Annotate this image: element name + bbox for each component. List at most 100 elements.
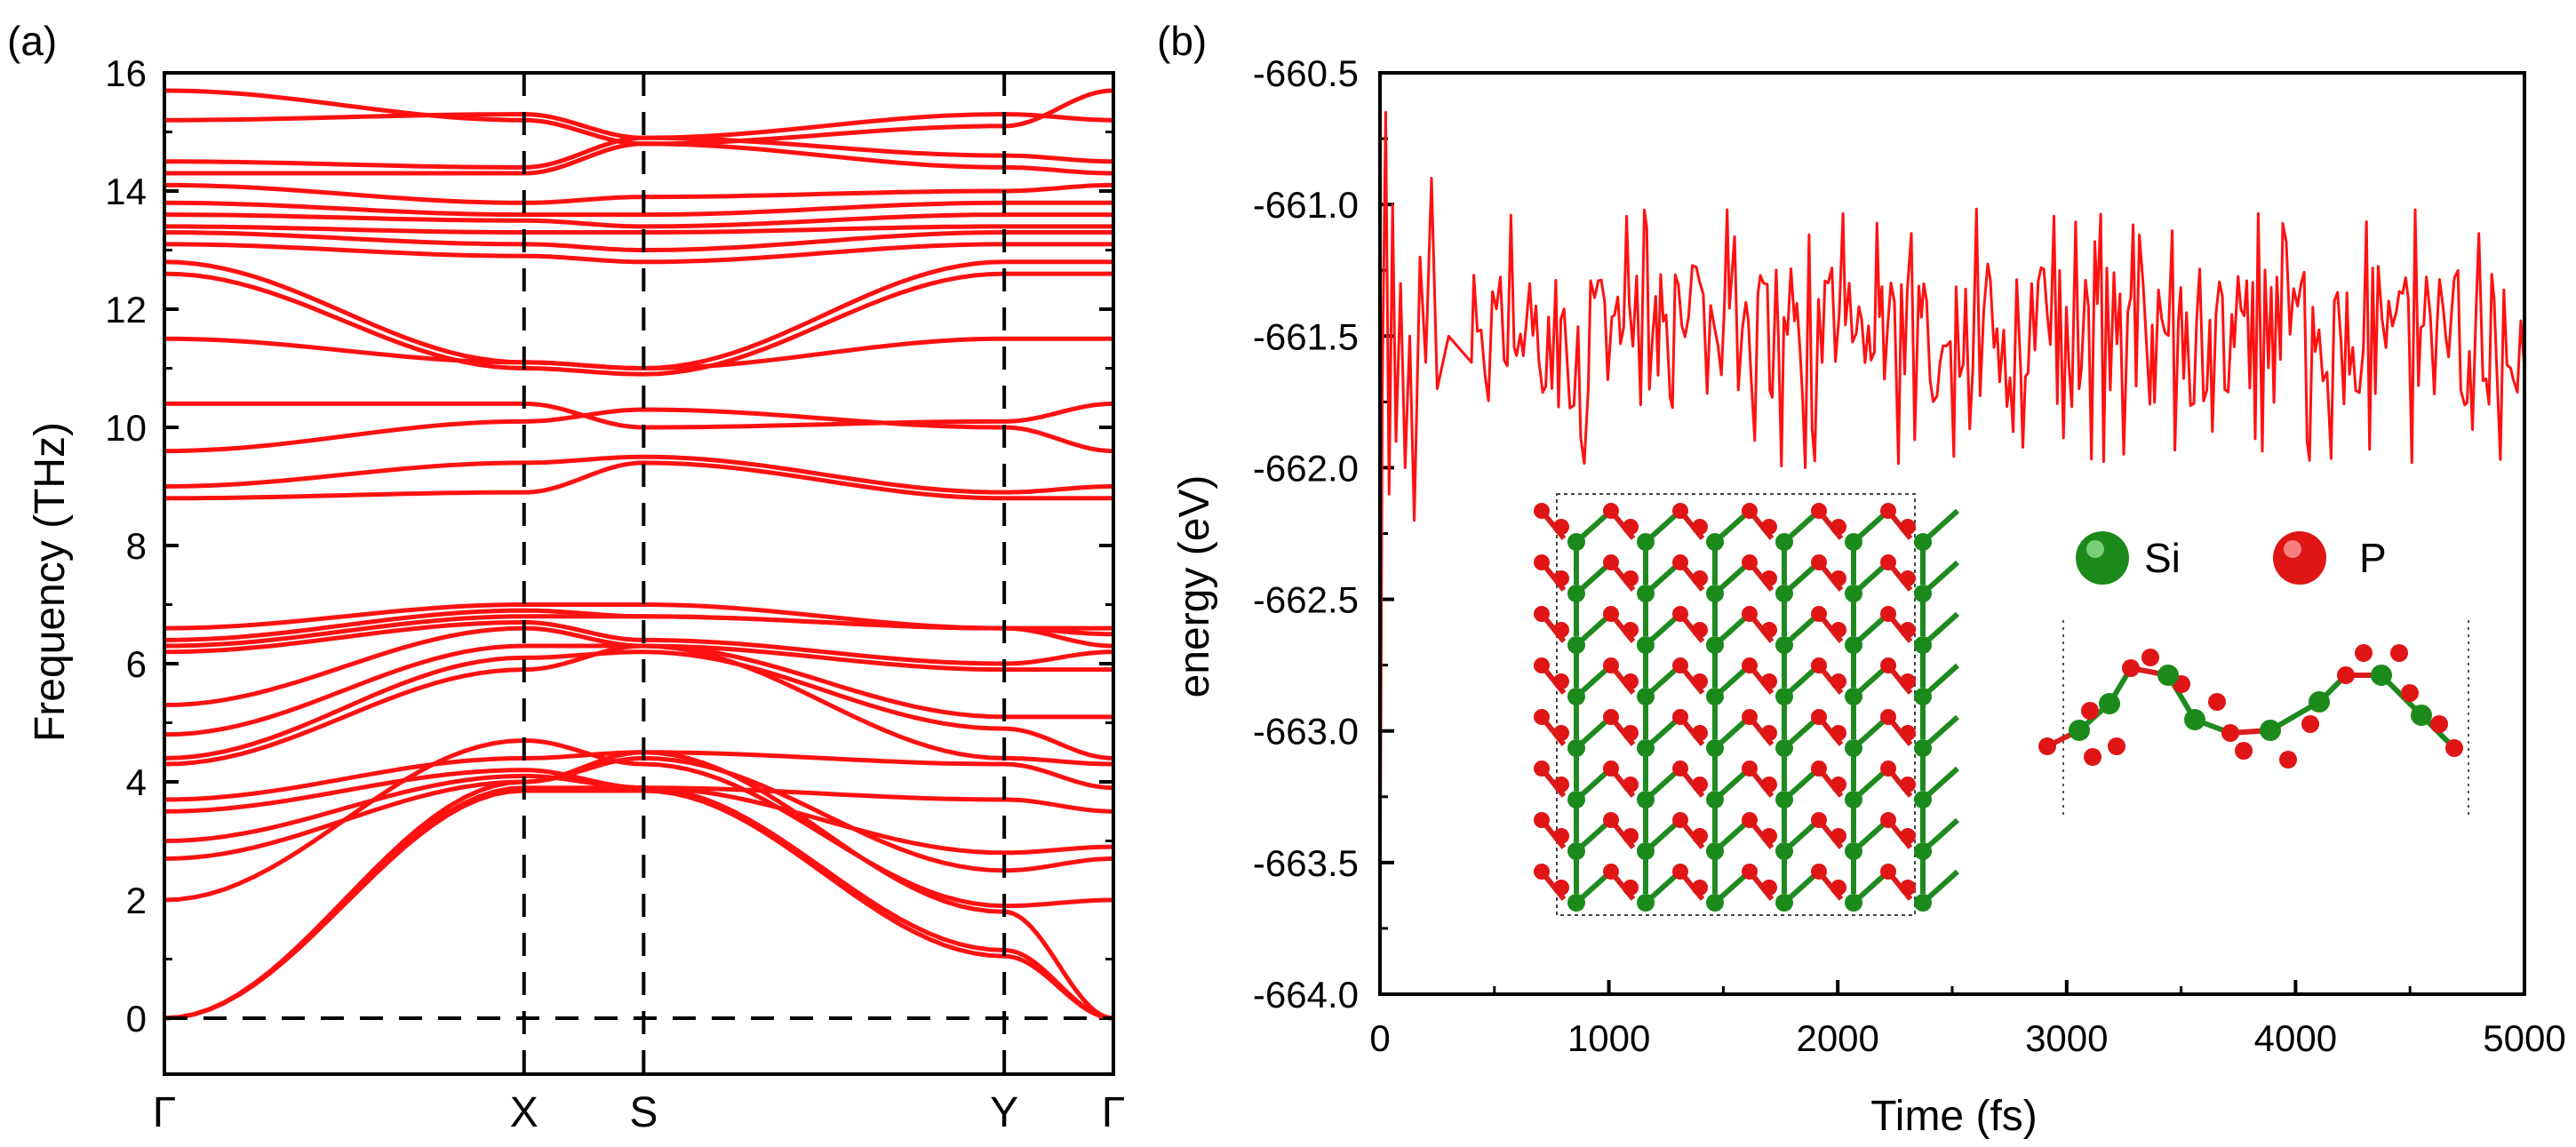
p-atom bbox=[1830, 673, 1846, 689]
p-atom bbox=[1880, 761, 1896, 777]
si-atom bbox=[1567, 688, 1585, 705]
p-atom bbox=[1534, 709, 1550, 725]
panel-b-xtick-label: 4000 bbox=[2254, 1017, 2337, 1059]
panel-b-ytick-label: -663.0 bbox=[1253, 711, 1359, 753]
p-atom bbox=[1830, 725, 1846, 741]
p-atom bbox=[1900, 622, 1916, 638]
panel-a-frame bbox=[163, 71, 1115, 1076]
p-atom bbox=[1880, 606, 1896, 622]
p-atom bbox=[1761, 622, 1777, 638]
si-atom bbox=[1706, 894, 1724, 912]
p-atom bbox=[1534, 761, 1550, 777]
si-atom bbox=[1775, 791, 1793, 808]
kpoint-label: Γ bbox=[1102, 1089, 1125, 1136]
panel-b-xtick-labels: 0 1000 2000 3000 4000 5000 bbox=[1369, 1017, 2565, 1059]
p-atom bbox=[1603, 864, 1619, 880]
p-atom bbox=[1623, 519, 1639, 535]
p-atom bbox=[1811, 709, 1827, 725]
panel-b-ytick-label: -663.5 bbox=[1253, 842, 1359, 884]
p-atom bbox=[1880, 503, 1896, 519]
si-atom bbox=[2309, 691, 2330, 713]
p-atom bbox=[1811, 554, 1827, 570]
panel-a-band-structure: (a) Frequency (THz) 0 2 4 6 8 10 12 14 16 Γ X S Y Γ bbox=[7, 18, 1125, 1136]
p-atom bbox=[1534, 812, 1550, 828]
p-atom bbox=[2141, 649, 2159, 666]
si-atom bbox=[1914, 636, 1932, 654]
p-atom bbox=[1761, 828, 1777, 844]
p-atom bbox=[1692, 777, 1708, 793]
p-atom bbox=[1900, 570, 1916, 586]
si-atom bbox=[1637, 636, 1655, 654]
p-atom bbox=[2430, 715, 2448, 733]
si-atom bbox=[1637, 842, 1655, 860]
si-atom bbox=[2157, 665, 2179, 686]
si-atom bbox=[1706, 791, 1724, 808]
si-atom bbox=[1914, 739, 1932, 757]
p-atom bbox=[1672, 554, 1688, 570]
p-atom bbox=[1880, 709, 1896, 725]
panel-b-xtick-label: 1000 bbox=[1567, 1017, 1650, 1059]
panel-b-xtick-label: 0 bbox=[1369, 1017, 1390, 1059]
p-atom bbox=[1742, 657, 1758, 673]
p-atom bbox=[1534, 554, 1550, 570]
p-atom bbox=[1623, 828, 1639, 844]
p-atom bbox=[1761, 673, 1777, 689]
p-atom bbox=[1603, 812, 1619, 828]
panel-b-label: (b) bbox=[1157, 18, 1207, 64]
si-atom bbox=[1845, 533, 1862, 551]
p-atom bbox=[1553, 777, 1569, 793]
p-legend-icon bbox=[2273, 531, 2326, 585]
panel-b-ytick-label: -662.5 bbox=[1253, 579, 1359, 621]
structure-top-view bbox=[1527, 487, 1960, 949]
p-atom bbox=[2279, 751, 2297, 769]
si-atom bbox=[1914, 533, 1932, 551]
phonon-band-band27 bbox=[164, 212, 1113, 229]
si-atom bbox=[1914, 585, 1932, 602]
si-atom bbox=[1914, 688, 1932, 705]
p-atom bbox=[1830, 570, 1846, 586]
p-atom bbox=[1900, 777, 1916, 793]
p-atom bbox=[1811, 812, 1827, 828]
panel-b-ylabel: energy (eV) bbox=[1171, 475, 1218, 698]
panel-a-label: (a) bbox=[7, 18, 57, 64]
p-atom bbox=[1692, 622, 1708, 638]
p-atom bbox=[1811, 864, 1827, 880]
p-atom bbox=[2084, 748, 2101, 766]
p-atom bbox=[2301, 715, 2319, 733]
si-atom bbox=[1567, 585, 1585, 602]
si-atom bbox=[1914, 791, 1932, 808]
panel-a-bands bbox=[163, 88, 1114, 1021]
si-atom bbox=[2260, 720, 2281, 741]
p-atom bbox=[2337, 666, 2355, 684]
si-atom bbox=[1914, 894, 1932, 912]
p-atom bbox=[1742, 812, 1758, 828]
phonon-band-band5 bbox=[163, 755, 1113, 873]
p-atom bbox=[1742, 554, 1758, 570]
panel-a-ytick-label: 12 bbox=[105, 289, 147, 331]
p-atom bbox=[1672, 709, 1688, 725]
si-atom bbox=[1845, 842, 1862, 860]
phonon-band-band33 bbox=[163, 88, 1114, 147]
kpoint-label: Y bbox=[990, 1089, 1018, 1136]
p-atom bbox=[1534, 657, 1550, 673]
p-atom bbox=[1742, 503, 1758, 519]
panel-b-ytick-label: -664.0 bbox=[1253, 974, 1359, 1016]
p-atom bbox=[2390, 644, 2408, 662]
atom-legend: Si P bbox=[2076, 531, 2387, 585]
si-atom bbox=[1567, 894, 1585, 912]
p-atom bbox=[2221, 724, 2239, 742]
si-atom bbox=[1706, 636, 1724, 654]
p-atom bbox=[1672, 761, 1688, 777]
p-atom bbox=[1830, 828, 1846, 844]
p-atom bbox=[1672, 606, 1688, 622]
si-atom bbox=[1775, 636, 1793, 654]
p-atom bbox=[2235, 742, 2253, 760]
si-legend-label: Si bbox=[2144, 535, 2181, 581]
p-atom bbox=[1742, 606, 1758, 622]
panel-a-ytick-label: 0 bbox=[126, 998, 147, 1039]
p-atom bbox=[1553, 673, 1569, 689]
p-atom bbox=[1900, 519, 1916, 535]
p-atom bbox=[1553, 828, 1569, 844]
